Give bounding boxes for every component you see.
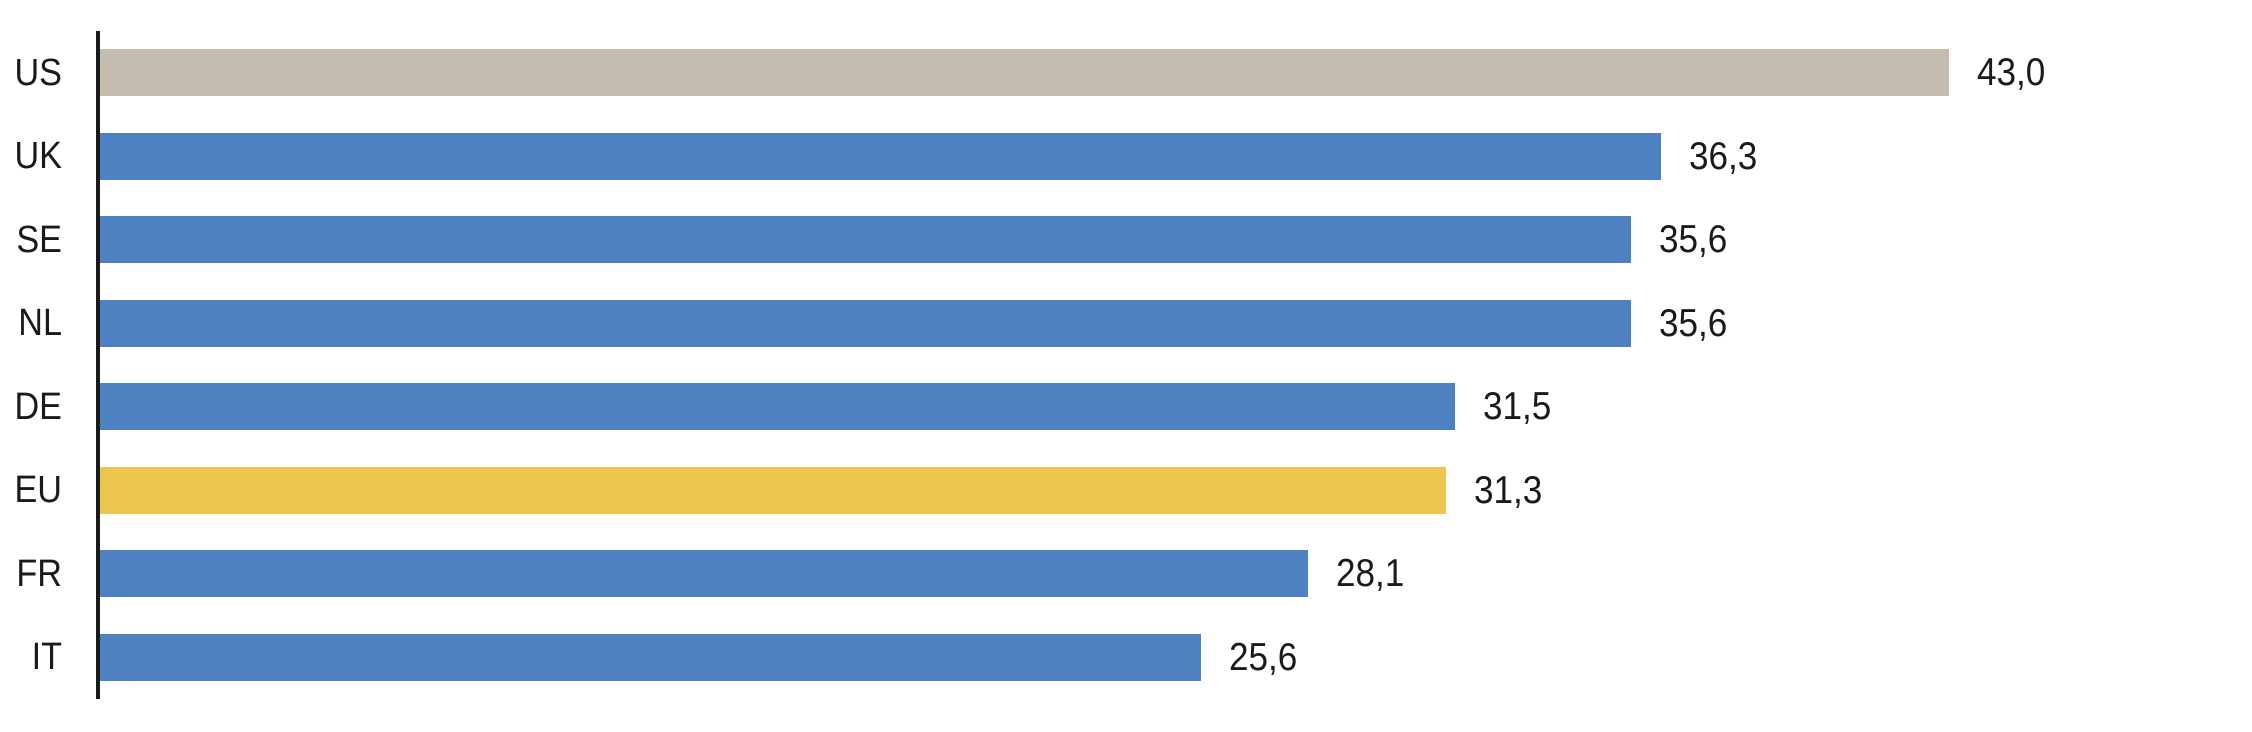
bar-row-it: IT 25,6	[0, 616, 2252, 700]
bar-track-eu: 31,3	[100, 466, 2252, 514]
bar-track-us: 43,0	[100, 49, 2252, 97]
bar-eu[interactable]	[100, 466, 1446, 514]
value-label-nl: 35,6	[1659, 301, 1728, 345]
category-label-se: SE	[16, 218, 62, 261]
value-label-se: 35,6	[1659, 218, 1728, 262]
bar-track-fr: 28,1	[100, 550, 2252, 598]
bar-us[interactable]	[100, 49, 1949, 97]
bar-de[interactable]	[100, 383, 1455, 431]
bar-row-uk: UK 36,3	[0, 115, 2252, 199]
bar-track-se: 35,6	[100, 216, 2252, 264]
value-label-eu: 31,3	[1474, 468, 1543, 512]
bar-rows-container: US 43,0 UK 36,3 SE 35,6 NL 35,6 DE 31,5 EU 31,3 FR 28…	[0, 31, 2252, 699]
bar-row-se: SE 35,6	[0, 198, 2252, 282]
bar-track-uk: 36,3	[100, 132, 2252, 180]
bar-uk[interactable]	[100, 132, 1661, 180]
bar-track-nl: 35,6	[100, 299, 2252, 347]
bar-row-eu: EU 31,3	[0, 449, 2252, 533]
y-axis-line	[96, 31, 100, 699]
value-label-uk: 36,3	[1689, 134, 1758, 178]
value-label-fr: 28,1	[1336, 552, 1405, 596]
bar-track-it: 25,6	[100, 633, 2252, 681]
bar-row-de: DE 31,5	[0, 365, 2252, 449]
category-label-nl: NL	[18, 302, 63, 345]
category-label-it: IT	[31, 636, 62, 679]
bar-row-fr: FR 28,1	[0, 532, 2252, 616]
bar-fr[interactable]	[100, 550, 1308, 598]
bar-row-nl: NL 35,6	[0, 282, 2252, 366]
category-label-uk: UK	[14, 135, 63, 178]
bar-nl[interactable]	[100, 299, 1631, 347]
category-label-de: DE	[14, 385, 63, 428]
category-label-eu: EU	[14, 469, 63, 512]
bar-it[interactable]	[100, 633, 1201, 681]
bar-track-de: 31,5	[100, 383, 2252, 431]
value-label-de: 31,5	[1483, 385, 1552, 429]
value-label-it: 25,6	[1229, 635, 1298, 679]
category-label-fr: FR	[16, 552, 62, 595]
bar-se[interactable]	[100, 216, 1631, 264]
bar-row-us: US 43,0	[0, 31, 2252, 115]
value-label-us: 43,0	[1977, 51, 2046, 95]
category-label-us: US	[14, 51, 63, 94]
